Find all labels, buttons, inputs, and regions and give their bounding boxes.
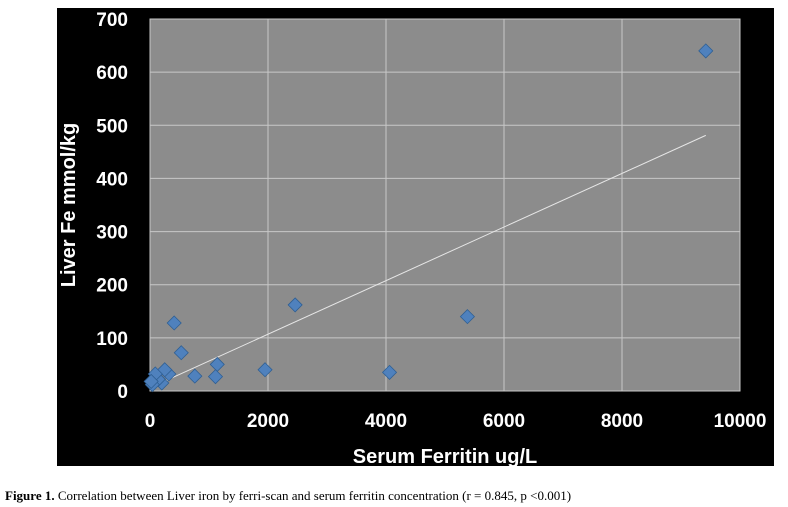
y-tick-label: 200 xyxy=(96,276,128,297)
grid-lines xyxy=(149,18,741,392)
data-point xyxy=(381,364,398,380)
data-point xyxy=(459,309,475,325)
figure-caption-text: Correlation between Liver iron by ferri-… xyxy=(54,488,572,503)
data-point xyxy=(287,297,303,313)
data-point xyxy=(187,368,203,384)
data-point xyxy=(143,373,159,389)
scatter-chart: 0 100 200 300 400 500 600 700 0 2000 4000 6000 8000 1… xyxy=(58,10,766,466)
figure-caption: Figure 1. Correlation between Liver iron… xyxy=(5,488,785,504)
plot-border xyxy=(149,18,741,392)
chart-panel: 0 100 200 300 400 500 600 700 0 2000 4000 6000 8000 1… xyxy=(57,8,774,466)
y-tick-label: 0 xyxy=(117,382,128,403)
y-tick-label: 600 xyxy=(96,63,128,84)
data-points xyxy=(143,43,714,393)
x-tick-label: 2000 xyxy=(247,411,289,432)
y-tick-label: 700 xyxy=(96,10,128,31)
data-point xyxy=(207,369,224,385)
figure-caption-label: Figure 1. xyxy=(5,488,55,503)
data-point xyxy=(173,345,189,361)
y-axis-title: Liver Fe mmol/kg xyxy=(58,123,80,288)
data-point xyxy=(166,315,182,331)
x-tick-label: 8000 xyxy=(601,411,643,432)
x-axis-title: Serum Ferritin ug/L xyxy=(353,446,537,466)
x-tick-label: 0 xyxy=(145,411,156,432)
plot-area xyxy=(150,19,740,391)
data-point xyxy=(698,43,714,59)
y-tick-label: 100 xyxy=(96,329,128,350)
tick-labels: 0 100 200 300 400 500 600 700 0 2000 4000 6000 8000 1… xyxy=(96,10,766,432)
y-tick-label: 300 xyxy=(96,223,128,244)
trendline xyxy=(149,134,706,389)
y-tick-label: 500 xyxy=(96,116,128,137)
data-point xyxy=(257,362,273,378)
x-tick-label: 10000 xyxy=(714,411,767,432)
y-tick-label: 400 xyxy=(96,169,128,190)
x-tick-label: 6000 xyxy=(483,411,525,432)
x-tick-label: 4000 xyxy=(365,411,407,432)
